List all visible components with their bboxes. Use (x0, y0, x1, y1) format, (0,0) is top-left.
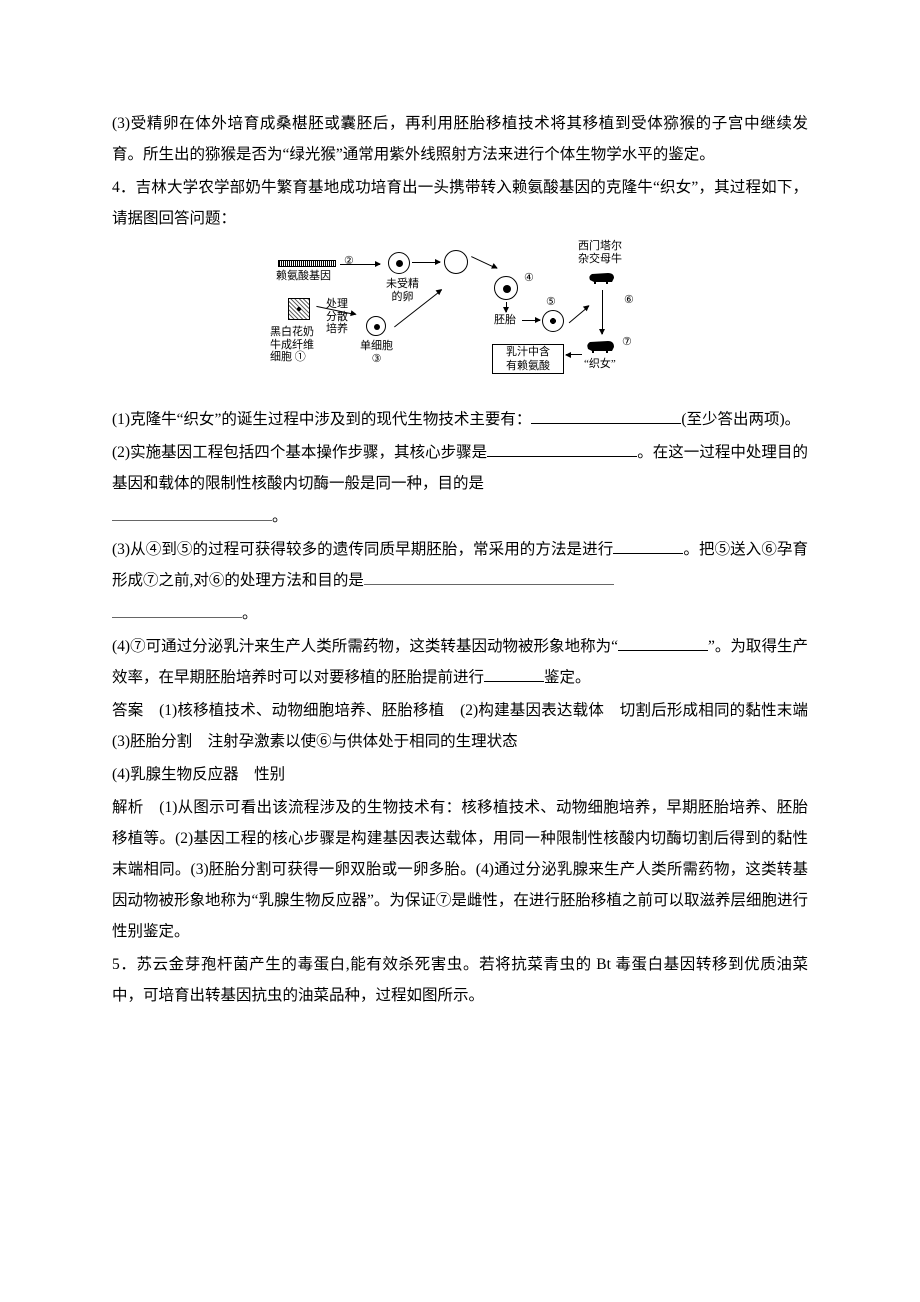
arrow-cow-down (602, 290, 603, 334)
q4-3: (3)从④到⑤的过程可获得较多的遗传同质早期胚胎，常采用的方法是进行。把⑤送入⑥… (112, 534, 808, 596)
blank-4-1[interactable] (531, 409, 681, 425)
embryo-cell (542, 310, 564, 332)
exp4: 解析 (1)从图示可看出该流程涉及的生物技术有：核移植技术、动物细胞培养，早期胚… (112, 792, 808, 947)
blank-4-4b[interactable] (484, 667, 544, 683)
gene-bar (278, 260, 336, 267)
blank-4-3c[interactable] (112, 604, 242, 618)
num5: ⑤ (546, 296, 556, 309)
blank-4-3a[interactable] (613, 539, 683, 555)
cloning-diagram: 赖氨酸基因 ② 黑白花奶牛成纤维细胞 ① 处理分散培养 单细胞③ 未受精的卵 ④… (270, 240, 650, 396)
combined-cell (494, 276, 518, 300)
arrow-to-embryo (506, 302, 507, 312)
cow-icon (586, 268, 618, 286)
single-cell (366, 316, 386, 336)
arrow-combine (471, 256, 497, 269)
zhinu-icon (584, 336, 618, 356)
arrow-zhinu-milk (566, 354, 582, 355)
fibroblast-label: 黑白花奶牛成纤维细胞 ① (270, 326, 314, 364)
gene-label: 赖氨酸基因 (276, 270, 331, 283)
diagram-container: 赖氨酸基因 ② 黑白花奶牛成纤维细胞 ① 处理分散培养 单细胞③ 未受精的卵 ④… (112, 240, 808, 396)
num7: ⑦ (622, 336, 632, 349)
fibroblast-icon (288, 298, 310, 320)
arrow-egg (412, 262, 440, 263)
q5: 5．苏云金芽孢杆菌产生的毒蛋白,能有效杀死害虫。若将抗菜青虫的 Bt 毒蛋白基因… (112, 949, 808, 1011)
q3-3-text: (3)受精卵在体外培育成桑椹胚或囊胚后，再利用胚胎移植技术将其移植到受体猕猴的子… (112, 108, 808, 170)
q4-1: (1)克隆牛“织女”的诞生过程中涉及到的现代生物技术主要有： (至少答出两项)。 (112, 404, 808, 435)
q4-4c: 鉴定。 (544, 669, 591, 686)
q4-2c: 。 (272, 508, 288, 525)
q4-3-cont: 。 (112, 598, 808, 629)
ans4: 答案 (1)核移植技术、动物细胞培养、胚胎移植 (2)构建基因表达载体 切割后形… (112, 695, 808, 757)
egg-label: 未受精的卵 (386, 278, 419, 303)
zhinu-label: “织女” (584, 358, 616, 371)
arrow-5-cow (569, 306, 590, 323)
blank-4-4a[interactable] (618, 636, 708, 652)
q4-intro: 4．吉林大学农学部奶牛繁育基地成功培育出一头携带转入赖氨酸基因的克隆牛“织女”，… (112, 172, 808, 234)
q4-2: (2)实施基因工程包括四个基本操作步骤，其核心步骤是。在这一过程中处理目的基因和… (112, 437, 808, 499)
q4-4a: (4)⑦可通过分泌乳汁来生产人类所需药物，这类转基因动物被形象地称为“ (112, 638, 618, 655)
blank-4-2b[interactable] (112, 507, 272, 521)
milk-box: 乳汁中含有赖氨酸 (492, 344, 564, 374)
egg-cell (388, 252, 410, 274)
cow-type: 西门塔尔杂交母牛 (578, 240, 622, 265)
q4-1a: (1)克隆牛“织女”的诞生过程中涉及到的现代生物技术主要有： (112, 411, 531, 428)
embryo-label: 胚胎 (494, 314, 516, 327)
q4-3a: (3)从④到⑤的过程可获得较多的遗传同质早期胚胎，常采用的方法是进行 (112, 541, 613, 558)
arrow-embryo-5 (522, 320, 540, 321)
ans4-4: (4)乳腺生物反应器 性别 (112, 759, 808, 790)
q4-3c: 。 (242, 605, 258, 622)
single-cell-label: 单细胞③ (360, 340, 393, 365)
blank-4-3b[interactable] (364, 571, 614, 585)
process-label: 处理分散培养 (326, 298, 348, 336)
arrow-gene (340, 264, 380, 265)
q4-2-cont: 。 (112, 501, 808, 532)
q4-2a: (2)实施基因工程包括四个基本操作步骤，其核心步骤是 (112, 444, 487, 461)
blank-4-2a[interactable] (487, 442, 637, 458)
num6: ⑥ (624, 294, 634, 307)
q4-1b: (至少答出两项)。 (681, 411, 800, 428)
num4: ④ (524, 272, 534, 285)
q4-4: (4)⑦可通过分泌乳汁来生产人类所需药物，这类转基因动物被形象地称为“”。为取得… (112, 631, 808, 693)
num2: ② (344, 255, 354, 268)
enuc-egg (444, 250, 468, 274)
